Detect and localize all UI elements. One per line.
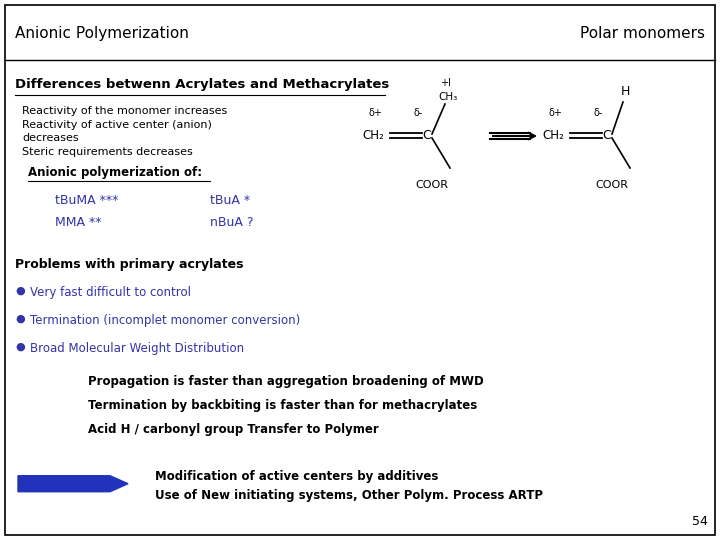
Text: Reactivity of active center (anion): Reactivity of active center (anion) — [22, 120, 212, 130]
Text: Very fast difficult to control: Very fast difficult to control — [30, 286, 191, 299]
Text: Steric requirements decreases: Steric requirements decreases — [22, 147, 193, 157]
Text: H: H — [621, 85, 630, 98]
Text: δ+: δ+ — [548, 108, 562, 118]
Text: Use of New initiating systems, Other Polym. Process ARTP: Use of New initiating systems, Other Pol… — [155, 489, 543, 502]
Text: δ-: δ- — [413, 108, 423, 118]
Text: Anionic polymerization of:: Anionic polymerization of: — [28, 166, 202, 179]
Text: δ-: δ- — [593, 108, 603, 118]
Text: +I: +I — [440, 78, 451, 88]
Text: COOR: COOR — [415, 180, 449, 190]
Text: Termination by backbiting is faster than for methacrylates: Termination by backbiting is faster than… — [88, 399, 477, 411]
Text: Acid H / carbonyl group Transfer to Polymer: Acid H / carbonyl group Transfer to Poly… — [88, 423, 379, 436]
Text: tBuA *: tBuA * — [210, 194, 250, 207]
Text: Propagation is faster than aggregation broadening of MWD: Propagation is faster than aggregation b… — [88, 375, 484, 388]
Text: Problems with primary acrylates: Problems with primary acrylates — [15, 258, 243, 271]
Text: MMA **: MMA ** — [55, 215, 102, 229]
Text: C: C — [602, 130, 611, 143]
Text: Reactivity of the monomer increases: Reactivity of the monomer increases — [22, 106, 228, 116]
Text: Polar monomers: Polar monomers — [580, 26, 705, 42]
Text: ●: ● — [15, 286, 24, 296]
Text: CH₂: CH₂ — [362, 130, 384, 143]
Text: nBuA ?: nBuA ? — [210, 215, 253, 229]
Text: δ+: δ+ — [368, 108, 382, 118]
Text: 54: 54 — [692, 515, 708, 528]
Text: C: C — [422, 130, 431, 143]
Text: CH₃: CH₃ — [438, 92, 458, 102]
Text: CH₂: CH₂ — [542, 130, 564, 143]
FancyArrow shape — [18, 476, 128, 492]
Text: COOR: COOR — [595, 180, 629, 190]
Text: Differences betwenn Acrylates and Methacrylates: Differences betwenn Acrylates and Methac… — [15, 78, 390, 91]
Text: tBuMA ***: tBuMA *** — [55, 194, 118, 207]
Text: Anionic Polymerization: Anionic Polymerization — [15, 26, 189, 42]
Text: Termination (incomplet monomer conversion): Termination (incomplet monomer conversio… — [30, 314, 300, 327]
Text: decreases: decreases — [22, 133, 78, 143]
Text: Broad Molecular Weight Distribution: Broad Molecular Weight Distribution — [30, 342, 244, 355]
Text: ●: ● — [15, 314, 24, 323]
Text: Modification of active centers by additives: Modification of active centers by additi… — [155, 470, 438, 483]
Text: ●: ● — [15, 342, 24, 352]
